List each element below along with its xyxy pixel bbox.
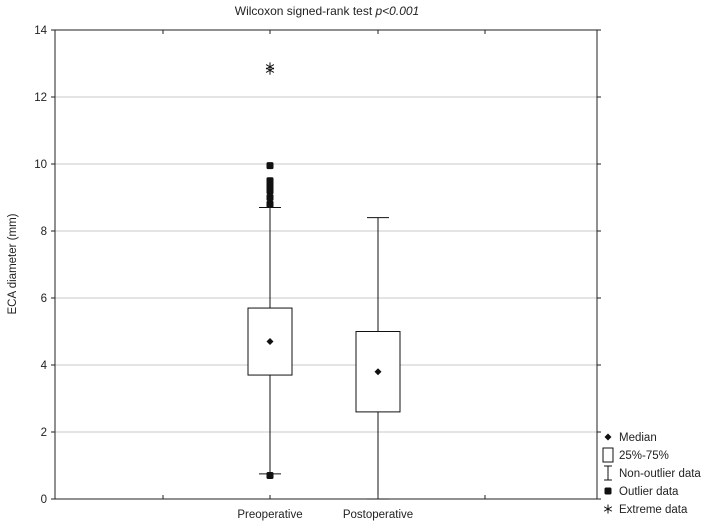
chart-title-pvalue: p<0.001 — [375, 4, 420, 18]
iqr-box — [247, 307, 293, 376]
box-group — [247, 62, 293, 480]
y-tick-label: 12 — [34, 92, 47, 104]
y-axis-ticks: 0 2 4 6 8 10 12 14 — [34, 25, 601, 506]
x-tick-label: Postoperative — [343, 509, 413, 521]
outlier-point — [266, 472, 274, 480]
box-series — [247, 62, 401, 500]
x-tick-label: Preoperative — [237, 509, 302, 521]
legend-label: Non-outlier data — [619, 468, 701, 480]
box-group — [355, 217, 401, 500]
x-axis-tick-labels: Preoperative Postoperative — [162, 30, 486, 521]
outlier-point — [266, 200, 274, 208]
legend-median-icon — [604, 433, 612, 441]
extreme-point — [265, 62, 275, 72]
y-tick-label: 4 — [41, 360, 48, 372]
legend-whisker-icon — [604, 465, 612, 481]
median-marker — [266, 338, 274, 346]
outlier-point — [266, 177, 274, 185]
y-tick-label: 14 — [34, 25, 47, 37]
outlier-point — [266, 162, 274, 170]
legend-label: Extreme data — [619, 504, 688, 516]
legend-extreme-icon — [603, 504, 613, 514]
legend-label: Outlier data — [619, 486, 679, 498]
y-axis-label: ECA diameter (mm) — [7, 213, 19, 314]
y-tick-label: 10 — [34, 159, 47, 171]
chart-title: Wilcoxon signed-rank test p<0.001 — [235, 4, 419, 18]
legend: Median 25%-75% Non-outlier data Outlier dat… — [602, 432, 701, 516]
y-tick-label: 2 — [41, 427, 47, 439]
outlier-point — [266, 194, 274, 201]
legend-box-icon — [602, 447, 614, 463]
legend-label: 25%-75% — [619, 450, 669, 462]
gridlines — [55, 96, 597, 433]
legend-label: Median — [619, 432, 657, 444]
y-tick-label: 6 — [41, 293, 47, 305]
chart-title-text: Wilcoxon signed-rank test — [235, 4, 376, 18]
y-tick-label: 0 — [41, 494, 47, 506]
plot-frame — [54, 29, 598, 500]
median-marker — [374, 368, 382, 376]
y-tick-label: 8 — [41, 226, 47, 238]
legend-outlier-icon — [604, 487, 612, 495]
